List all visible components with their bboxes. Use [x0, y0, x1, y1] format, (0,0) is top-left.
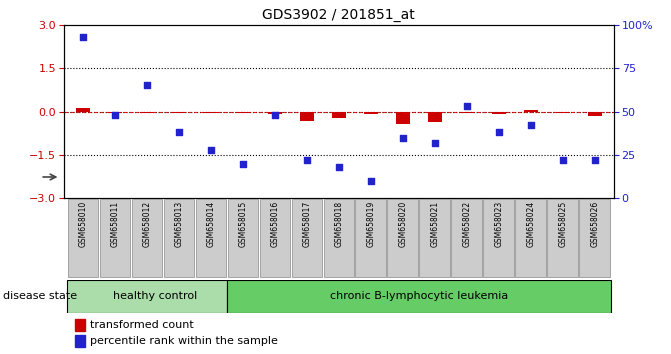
Point — [493, 130, 504, 135]
Bar — [236, 112, 250, 113]
Bar — [460, 112, 474, 113]
Bar — [74, 319, 85, 331]
Point — [109, 112, 120, 118]
Point — [270, 112, 280, 118]
Text: GSM658021: GSM658021 — [430, 201, 440, 247]
Point — [142, 82, 152, 88]
Point — [429, 140, 440, 145]
Bar — [140, 112, 154, 113]
FancyBboxPatch shape — [195, 199, 226, 277]
FancyBboxPatch shape — [291, 199, 322, 277]
Text: GSM658015: GSM658015 — [238, 201, 248, 247]
FancyBboxPatch shape — [452, 199, 482, 277]
Text: GSM658023: GSM658023 — [495, 201, 503, 247]
Point — [525, 122, 536, 128]
Point — [366, 178, 376, 184]
Point — [589, 157, 600, 163]
Point — [174, 130, 185, 135]
Text: GSM658018: GSM658018 — [334, 201, 344, 247]
Point — [78, 34, 89, 40]
Bar — [172, 112, 186, 113]
Text: GSM658019: GSM658019 — [366, 201, 375, 247]
FancyBboxPatch shape — [164, 199, 195, 277]
Bar — [76, 108, 90, 112]
Text: percentile rank within the sample: percentile rank within the sample — [90, 336, 278, 346]
FancyBboxPatch shape — [99, 199, 130, 277]
Text: GSM658025: GSM658025 — [558, 201, 567, 247]
Text: disease state: disease state — [3, 291, 77, 302]
Bar — [396, 112, 410, 124]
Title: GDS3902 / 201851_at: GDS3902 / 201851_at — [262, 8, 415, 22]
Text: GSM658017: GSM658017 — [303, 201, 311, 247]
FancyBboxPatch shape — [68, 199, 98, 277]
FancyBboxPatch shape — [580, 199, 610, 277]
FancyBboxPatch shape — [67, 280, 227, 313]
Text: GSM658010: GSM658010 — [79, 201, 87, 247]
FancyBboxPatch shape — [227, 199, 258, 277]
Point — [301, 157, 312, 163]
Point — [333, 164, 344, 170]
Text: transformed count: transformed count — [90, 320, 194, 330]
FancyBboxPatch shape — [419, 199, 450, 277]
Bar — [556, 112, 570, 113]
FancyBboxPatch shape — [132, 199, 162, 277]
Bar — [331, 112, 346, 118]
Text: healthy control: healthy control — [113, 291, 197, 302]
Text: GSM658026: GSM658026 — [590, 201, 599, 247]
Bar — [268, 112, 282, 114]
Point — [397, 135, 408, 140]
FancyBboxPatch shape — [356, 199, 386, 277]
Bar — [427, 112, 442, 122]
Bar — [588, 112, 602, 116]
Point — [205, 147, 216, 153]
FancyBboxPatch shape — [227, 280, 611, 313]
Text: GSM658022: GSM658022 — [462, 201, 471, 247]
Text: GSM658016: GSM658016 — [270, 201, 279, 247]
Bar — [74, 335, 85, 347]
Bar — [204, 112, 218, 113]
Bar — [492, 112, 506, 114]
Text: chronic B-lymphocytic leukemia: chronic B-lymphocytic leukemia — [329, 291, 508, 302]
Text: GSM658013: GSM658013 — [174, 201, 183, 247]
Bar — [523, 110, 538, 112]
Text: GSM658014: GSM658014 — [207, 201, 215, 247]
Text: GSM658020: GSM658020 — [399, 201, 407, 247]
FancyBboxPatch shape — [483, 199, 514, 277]
FancyBboxPatch shape — [323, 199, 354, 277]
Text: GSM658024: GSM658024 — [526, 201, 535, 247]
Text: GSM658012: GSM658012 — [142, 201, 152, 247]
Bar — [108, 112, 122, 113]
FancyBboxPatch shape — [548, 199, 578, 277]
Bar — [300, 112, 314, 121]
Point — [238, 161, 248, 166]
FancyBboxPatch shape — [260, 199, 291, 277]
FancyBboxPatch shape — [387, 199, 418, 277]
Bar — [364, 112, 378, 114]
Point — [462, 103, 472, 109]
Point — [558, 157, 568, 163]
Text: GSM658011: GSM658011 — [111, 201, 119, 247]
FancyBboxPatch shape — [515, 199, 546, 277]
